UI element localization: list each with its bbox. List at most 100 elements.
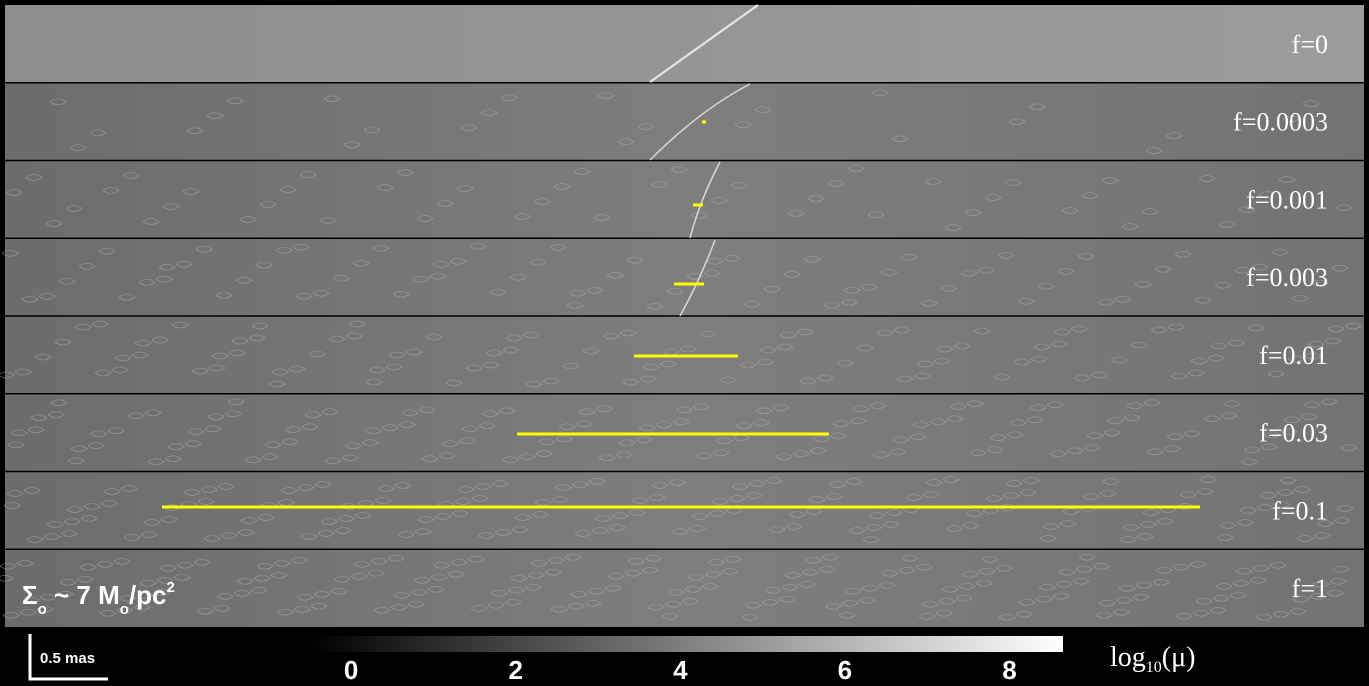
texture — [257, 514, 275, 521]
texture — [662, 348, 680, 356]
texture — [1123, 414, 1141, 422]
texture — [320, 518, 338, 525]
texture — [481, 410, 499, 418]
texture — [211, 352, 229, 360]
texture — [710, 197, 728, 204]
texture — [525, 380, 543, 388]
texture — [1106, 417, 1124, 425]
texture — [1042, 523, 1060, 530]
texture — [661, 612, 679, 620]
texture — [343, 141, 361, 149]
texture — [618, 439, 636, 447]
texture — [50, 399, 68, 407]
texture — [1174, 250, 1192, 258]
texture — [973, 327, 991, 335]
texture — [98, 247, 116, 255]
texture — [936, 345, 954, 353]
texture — [1110, 356, 1128, 364]
texture — [425, 333, 443, 341]
texture — [505, 334, 523, 342]
texture — [280, 487, 298, 494]
texture — [74, 323, 92, 331]
texture — [639, 375, 657, 383]
texture — [2, 611, 20, 619]
texture — [1092, 562, 1110, 570]
texture — [818, 565, 836, 573]
texture — [1219, 522, 1237, 529]
texture — [1292, 595, 1310, 603]
texture — [1046, 401, 1064, 409]
texture — [1114, 295, 1132, 303]
texture — [1062, 508, 1080, 515]
text: (μ) — [1162, 642, 1196, 673]
texture — [23, 487, 41, 494]
texture — [920, 299, 938, 307]
texture — [387, 554, 405, 562]
texture — [591, 527, 609, 534]
texture — [1198, 175, 1216, 182]
texture — [370, 557, 388, 565]
texture — [707, 558, 725, 566]
texture — [860, 283, 878, 291]
texture — [953, 342, 971, 350]
texture — [430, 573, 448, 581]
texture — [140, 531, 158, 538]
density-label: Σo ~ 7 Mo/pc2 — [22, 579, 175, 618]
texture — [345, 332, 363, 340]
texture — [70, 445, 88, 453]
texture — [1059, 520, 1077, 527]
texture — [300, 533, 318, 540]
texture — [133, 603, 151, 611]
texture — [518, 453, 536, 461]
texture — [776, 343, 794, 351]
texture — [544, 568, 562, 576]
texture — [284, 426, 302, 434]
texture — [259, 201, 277, 208]
texture — [312, 289, 330, 297]
texture — [216, 592, 234, 600]
texture — [712, 449, 730, 457]
texture — [123, 534, 141, 541]
texture — [832, 420, 850, 428]
texture — [975, 579, 993, 587]
texture — [841, 599, 859, 607]
texture — [706, 257, 724, 265]
panel-label: f=0.0003 — [1233, 108, 1328, 137]
texture — [136, 591, 154, 599]
texture — [852, 405, 870, 413]
texture — [998, 613, 1016, 621]
panel — [5, 5, 1364, 83]
texture — [745, 492, 763, 499]
superscript: 2 — [167, 579, 175, 596]
texture — [470, 604, 488, 612]
texture — [1078, 553, 1096, 561]
texture — [102, 187, 120, 194]
texture — [598, 454, 616, 462]
texture — [321, 408, 339, 416]
texture — [1029, 404, 1047, 412]
texture — [900, 253, 918, 261]
texture — [213, 604, 231, 612]
texture — [1247, 324, 1265, 332]
texture — [367, 569, 385, 577]
texture — [1035, 595, 1053, 603]
texture — [816, 374, 834, 382]
texture — [393, 591, 411, 599]
texture — [0, 371, 15, 379]
texture — [804, 556, 822, 564]
text: /pc — [129, 580, 167, 610]
texture — [644, 554, 662, 562]
scale-bar — [28, 634, 108, 681]
texture — [933, 357, 951, 365]
texture — [471, 495, 489, 502]
texture — [594, 515, 612, 522]
texture — [413, 576, 431, 584]
texture — [394, 482, 412, 489]
texture — [156, 576, 174, 584]
texture — [969, 449, 987, 457]
texture — [477, 532, 495, 539]
texture — [7, 441, 25, 449]
texture — [279, 186, 297, 193]
texture — [271, 368, 289, 376]
texture — [1223, 400, 1241, 408]
